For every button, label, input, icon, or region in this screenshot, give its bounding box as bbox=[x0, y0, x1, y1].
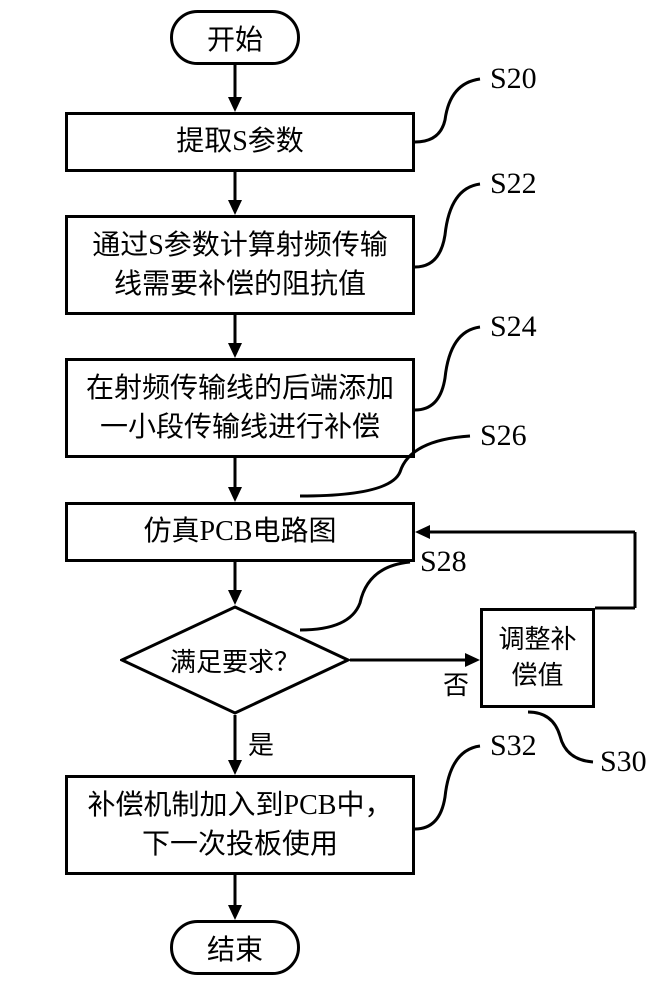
s30-label: S30 bbox=[600, 745, 647, 779]
s20-bracket bbox=[415, 75, 485, 150]
s22-label: S22 bbox=[490, 167, 537, 201]
s32-text: 补偿机制加入到PCB中， 下一次投板使用 bbox=[88, 786, 393, 864]
s28-bracket bbox=[300, 558, 415, 638]
s20-text: 提取S参数 bbox=[176, 122, 304, 161]
arrow-s28-s32 bbox=[225, 715, 245, 775]
start-text: 开始 bbox=[207, 18, 263, 58]
s30-process: 调整补 偿值 bbox=[480, 608, 595, 708]
s22-process: 通过S参数计算射频传输 线需要补偿的阻抗值 bbox=[65, 215, 415, 315]
s22-bracket bbox=[415, 180, 485, 275]
s26-process: 仿真PCB电路图 bbox=[65, 502, 415, 562]
arrow-start-s20 bbox=[225, 65, 245, 112]
arrow-s26-s28 bbox=[225, 562, 245, 605]
s26-text: 仿真PCB电路图 bbox=[144, 512, 337, 551]
s24-label: S24 bbox=[490, 310, 537, 344]
arrow-s20-s22 bbox=[225, 172, 245, 215]
arrow-s22-s24 bbox=[225, 315, 245, 358]
s22-text: 通过S参数计算射频传输 线需要补偿的阻抗值 bbox=[92, 226, 388, 304]
feedback-loop bbox=[415, 522, 640, 612]
yes-label: 是 bbox=[248, 725, 274, 762]
s24-bracket bbox=[415, 323, 485, 418]
arrow-s24-s26 bbox=[225, 458, 245, 502]
s32-process: 补偿机制加入到PCB中， 下一次投板使用 bbox=[65, 775, 415, 875]
s26-bracket bbox=[300, 432, 475, 504]
s30-bracket bbox=[528, 708, 598, 768]
s28-text: 满足要求？ bbox=[170, 642, 300, 679]
no-label: 否 bbox=[443, 665, 469, 702]
s20-process: 提取S参数 bbox=[65, 112, 415, 172]
s32-label: S32 bbox=[490, 729, 537, 763]
arrow-s32-end bbox=[225, 875, 245, 920]
s30-text: 调整补 偿值 bbox=[498, 622, 576, 695]
end-text: 结束 bbox=[207, 928, 263, 968]
s32-bracket bbox=[415, 742, 485, 837]
start-terminal: 开始 bbox=[170, 10, 300, 65]
s20-label: S20 bbox=[490, 62, 537, 96]
end-terminal: 结束 bbox=[170, 920, 300, 975]
s26-label: S26 bbox=[480, 419, 527, 453]
